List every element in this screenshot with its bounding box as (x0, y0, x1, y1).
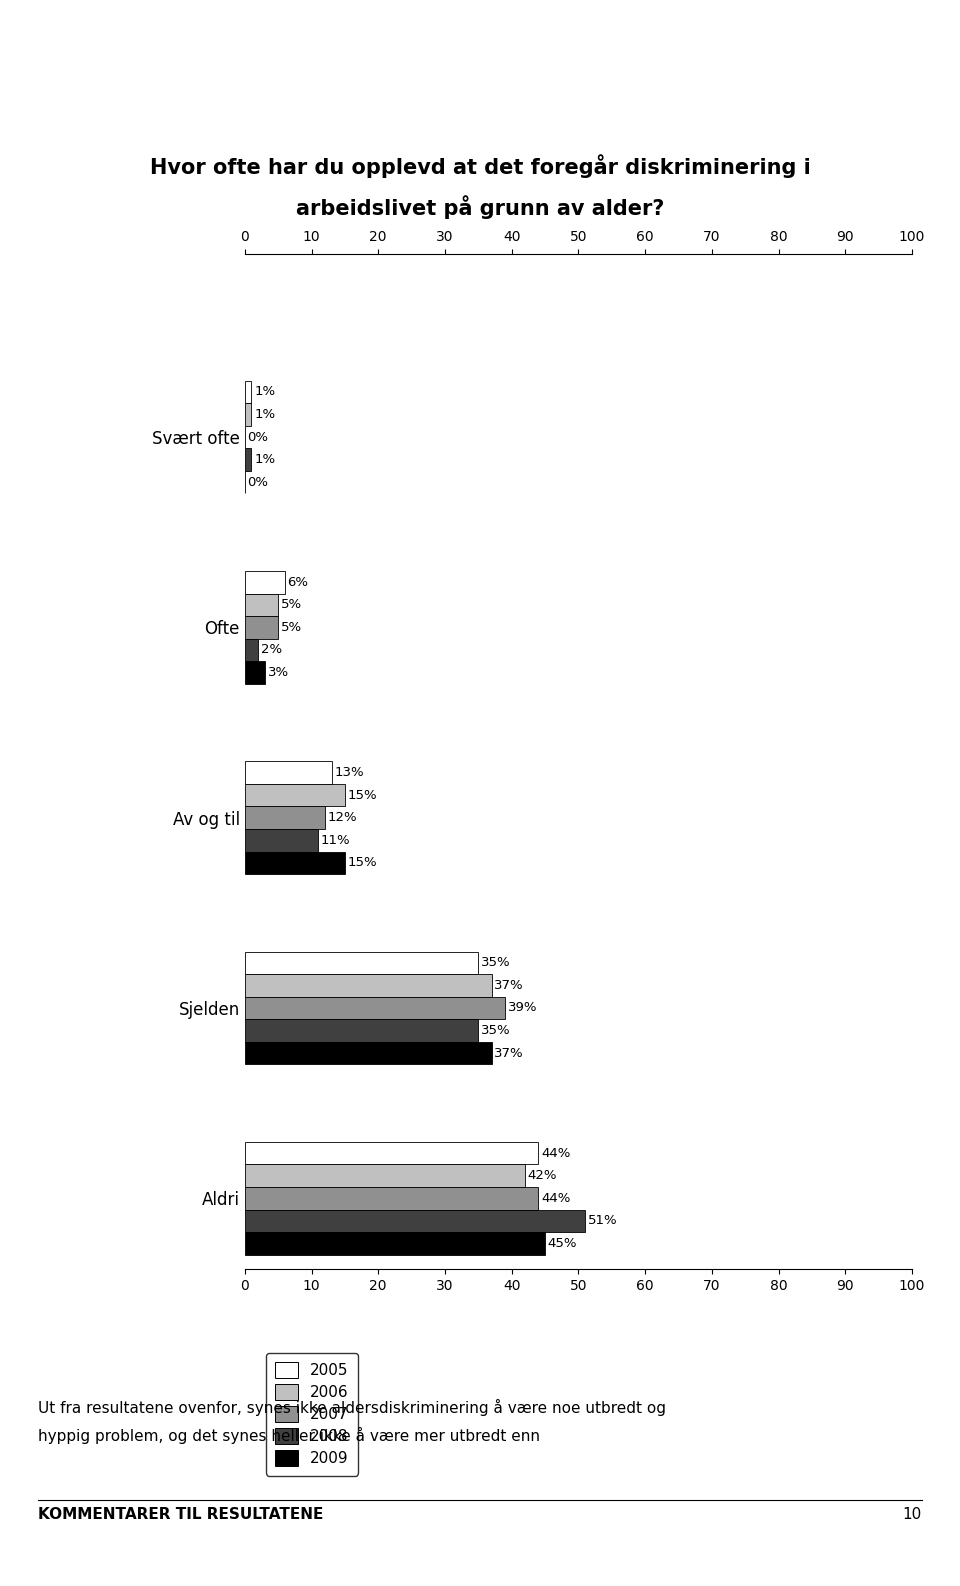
Bar (245, 952, 478, 974)
Text: 12%: 12% (327, 810, 357, 825)
Bar (245, 403, 252, 425)
Bar (245, 661, 265, 684)
Text: arbeidslivet på grunn av alder?: arbeidslivet på grunn av alder? (296, 195, 664, 219)
Text: 5%: 5% (281, 598, 302, 611)
Text: 42%: 42% (528, 1169, 557, 1182)
Bar (245, 639, 258, 661)
Text: 51%: 51% (588, 1215, 617, 1228)
Bar (245, 852, 345, 874)
Text: 44%: 44% (541, 1147, 570, 1159)
Bar (245, 1142, 539, 1164)
Bar (245, 1210, 585, 1232)
Bar (245, 1186, 539, 1210)
Text: 1%: 1% (254, 385, 276, 398)
Text: 44%: 44% (541, 1191, 570, 1205)
Text: Ut fra resultatene ovenfor, synes ikke aldersdiskriminering å være noe utbredt o: Ut fra resultatene ovenfor, synes ikke a… (38, 1399, 666, 1416)
Bar (245, 1164, 525, 1186)
Text: 1%: 1% (254, 408, 276, 420)
Text: Hvor ofte har du opplevd at det foregår diskriminering i: Hvor ofte har du opplevd at det foregår … (150, 154, 810, 178)
Bar (245, 806, 324, 829)
Bar (245, 783, 345, 806)
Bar (245, 593, 278, 615)
Legend: 2005, 2006, 2007, 2008, 2009: 2005, 2006, 2007, 2008, 2009 (266, 1353, 358, 1475)
Text: 0%: 0% (248, 476, 269, 488)
Bar (245, 761, 331, 783)
Text: hyppig problem, og det synes heller ikke å være mer utbredt enn: hyppig problem, og det synes heller ikke… (38, 1427, 540, 1445)
Text: 13%: 13% (334, 766, 364, 779)
Text: 0%: 0% (248, 430, 269, 444)
Bar (245, 1020, 478, 1042)
Text: 6%: 6% (287, 576, 308, 588)
Text: 45%: 45% (548, 1237, 577, 1250)
Text: 35%: 35% (481, 956, 511, 969)
Bar (245, 1042, 492, 1064)
Text: 10: 10 (902, 1507, 922, 1521)
Text: 37%: 37% (494, 1047, 524, 1059)
Text: 15%: 15% (348, 856, 377, 869)
Bar (245, 449, 252, 471)
Text: 35%: 35% (481, 1025, 511, 1037)
Bar (245, 615, 278, 639)
Text: 3%: 3% (268, 666, 289, 679)
Bar (245, 1232, 545, 1255)
Text: 15%: 15% (348, 788, 377, 801)
Text: 1%: 1% (254, 454, 276, 466)
Bar (245, 381, 252, 403)
Text: 5%: 5% (281, 620, 302, 634)
Text: 39%: 39% (508, 1001, 538, 1015)
Text: 37%: 37% (494, 979, 524, 991)
Text: KOMMENTARER TIL RESULTATENE: KOMMENTARER TIL RESULTATENE (38, 1507, 324, 1521)
Text: 2%: 2% (261, 644, 282, 657)
Bar (245, 974, 492, 996)
Bar (245, 829, 318, 852)
Bar (245, 996, 505, 1020)
Text: 11%: 11% (321, 834, 350, 847)
Bar (245, 571, 285, 593)
